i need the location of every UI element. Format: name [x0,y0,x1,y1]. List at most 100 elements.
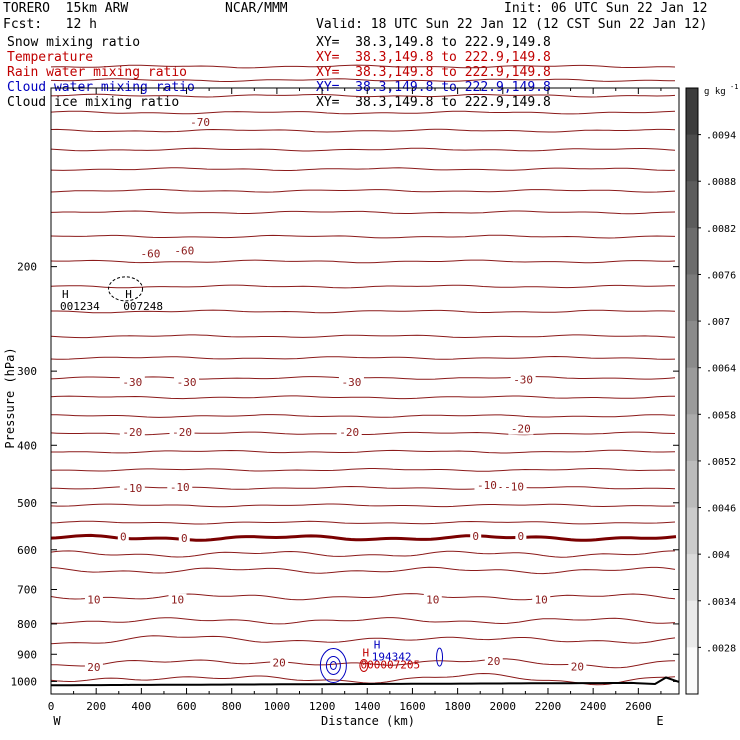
contour-label-bg [338,376,364,389]
contour-label: 20 [487,655,500,668]
contour-label: -30 [342,376,362,389]
colorbar-label: .0064 [706,364,736,375]
contour-label-bg [84,593,103,606]
extremum-value: 000007205 [360,659,420,672]
organization-label: NCAR/MMM [225,1,288,16]
x-tick-label: 2400 [580,700,607,713]
colorbar-segment [686,647,698,695]
field-name-cloud-water: Cloud water mixing ratio [7,80,195,95]
extremum-marker: H [374,638,381,651]
colorbar-label: .0076 [706,270,736,281]
extremum-marker: H [125,288,132,301]
x-axis-east-label: E [656,714,663,728]
hydrometeor-contours [108,276,444,683]
contour-label: -30 [122,376,142,389]
x-axis: 0 200 400 600 800 1000 1200 1400 1600 1800 2000 220… [48,88,662,713]
contour-label: 20 [87,661,100,674]
colorbar-label: .0088 [706,177,736,188]
colorbar-label: .0058 [706,410,736,421]
terrain-profile [50,676,680,687]
contour-label-bg [508,422,534,435]
isotherm-line [50,128,676,133]
isotherm-line [50,414,676,418]
colorbar-segment [686,414,698,462]
isotherm-line [50,395,675,400]
isotherm-line [50,355,676,360]
contour-label: -60 [174,245,194,258]
contour-label-bg [174,376,200,389]
cloud-water-contour [325,655,341,675]
field-name-cloud-ice: Cloud ice mixing ratio [7,95,180,110]
colorbar-segment [686,507,698,555]
cloud-water-contour [319,647,347,683]
isotherm-line [50,110,676,115]
y-tick-label: 400 [17,439,37,452]
contour-label-bg [167,480,193,493]
contour-label: -20 [339,426,359,439]
contour-label: 0 [518,530,525,543]
contour-label: -10 [170,481,190,494]
colorbar-segment [686,460,698,509]
colorbar-label: .0052 [706,457,736,468]
extremum-value: 007248 [123,300,163,313]
contour-label-bg [270,656,289,669]
colorbar-units-exponent: -1 [730,83,738,91]
contour-label-bg [532,593,551,606]
contour-label: -60 [140,247,160,260]
y-tick-label: 600 [17,544,37,557]
contour-label-bg [84,660,103,673]
contour-label-bg [423,593,442,606]
isotherm-line [50,147,676,152]
contour-labels: -70-60 -60-30 -30 -30 -30-20 -20 -20 -20-10 -10-… [84,115,587,674]
x-tick-label: 800 [222,700,242,713]
isotherm-line [51,449,676,454]
x-axis-west-label: W [53,714,61,728]
contour-label: 10 [426,594,439,607]
model-title: TORERO 15km ARW [3,1,129,16]
y-tick-label: 800 [17,618,37,631]
isotherm-line [50,78,676,82]
x-tick-label: 0 [48,700,55,713]
temperature-contours [50,64,676,686]
isotherm-line [50,468,676,472]
x-tick-label: 200 [86,700,106,713]
y-tick-label: 200 [17,261,37,274]
contour-label: -10 [504,480,524,493]
contour-label: 10 [171,594,184,607]
contour-label: -20 [122,426,142,439]
contour-label: 20 [273,657,286,670]
colorbar-label: .0028 [706,643,736,654]
cloud-water-contour [329,660,337,670]
isotherm-line [50,566,676,575]
contour-label: -10 [477,479,497,492]
contour-label: 0 [120,531,127,544]
y-tick-label: 500 [17,497,37,510]
contour-label-bg [119,376,145,389]
colorbar-segment [686,274,698,322]
contour-label-bg [169,426,195,439]
extremum-value: 001234 [60,300,100,313]
x-tick-label: 1600 [399,700,426,713]
colorbar-label: .0082 [706,224,736,235]
colorbar-segment [686,134,698,182]
isotherm-line [50,593,676,601]
freezing-level-contour [50,533,677,542]
extremum-marker: H [362,647,369,660]
contour-label: -20 [511,423,531,436]
contour-label-bg [336,426,362,439]
y-tick-label: 700 [17,584,37,597]
contour-label-bg [119,481,145,494]
forecast-hour: Fcst: 12 h [3,17,97,32]
colorbar-label: .0034 [706,597,736,608]
colorbar-segment [686,88,698,136]
valid-time: Valid: 18 UTC Sun 22 Jan 12 (12 CST Sun … [316,17,708,32]
contour-label: -70 [190,116,210,129]
isotherm-line [50,503,676,508]
snow-contour [108,276,144,302]
field-name-temperature: Temperature [7,50,94,65]
y-tick-label: 300 [17,365,37,378]
isotherm-line [51,617,676,625]
isotherm-line [50,188,676,193]
isotherm-line [50,520,676,525]
contour-label: -30 [513,374,533,387]
